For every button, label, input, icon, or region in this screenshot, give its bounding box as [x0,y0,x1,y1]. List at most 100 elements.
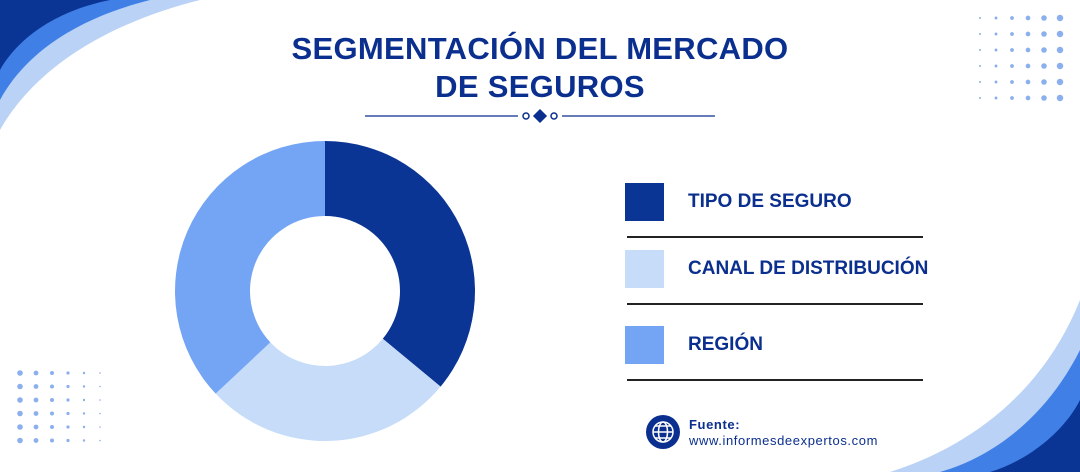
dot [979,81,981,83]
dot [1025,63,1031,69]
dot [1056,46,1064,54]
dot [1025,79,1031,85]
dot [82,371,86,375]
source: Fuente: www.informesdeexpertos.com [689,417,878,449]
dot [99,385,101,388]
donut-segment [175,141,325,394]
dot [979,17,981,19]
dot [50,371,54,375]
dot [99,439,101,442]
dot [994,64,998,68]
dot [1041,31,1047,37]
dot [82,439,86,442]
dot [1010,32,1014,36]
dot [1010,48,1014,52]
dot [33,438,39,443]
dot [1025,47,1031,53]
legend-rule [627,303,923,305]
dot [1041,47,1047,53]
dot [1010,96,1014,100]
corner-swoosh [0,0,110,70]
dot [50,425,54,429]
dot [1041,79,1047,85]
dot [99,426,101,428]
dot [33,424,39,430]
dot [66,384,70,389]
dot [979,49,981,51]
dot [66,398,70,402]
legend-text: TIPO DE SEGURO [688,191,852,212]
globe-icon [646,415,680,449]
dot [979,97,981,99]
dot [50,438,54,443]
dot [50,398,54,402]
dot [17,437,23,444]
dot [82,398,86,402]
dot [1010,64,1014,68]
dot [82,412,86,415]
dot [66,425,70,429]
dot [50,384,54,389]
ornament [522,108,558,124]
dot [979,65,981,67]
dot [1025,95,1031,101]
legend-text: CANAL DE DISTRIBUCIÓN [688,258,929,279]
legend-swatch [625,250,664,288]
dot [17,370,23,376]
dot [66,371,70,375]
dot [99,372,101,374]
donut-segment [325,141,475,387]
legend-item: CANAL DE DISTRIBUCIÓN [625,250,929,310]
dot [17,383,23,390]
title: SEGMENTACIÓN DEL MERCADO DE SEGUROS [291,31,789,104]
legend-swatch [625,326,664,364]
dot [1041,63,1047,69]
dot [17,424,23,430]
dot [1056,14,1064,22]
dot [1041,95,1047,101]
legend-rule [627,379,923,381]
legend-item: TIPO DE SEGURO [625,183,925,243]
dot [1010,16,1014,20]
dot [33,411,39,416]
dot [82,425,86,429]
dot [17,410,23,417]
dot-grid [17,14,1064,444]
dot [1041,15,1047,21]
dot [1025,15,1031,21]
dot [1056,78,1064,86]
dot [33,384,39,389]
dot [1056,94,1064,102]
dot [82,385,86,388]
dot [66,438,70,443]
dot [66,411,70,416]
dot [994,32,998,36]
legend-item: REGIÓN [625,326,925,386]
dot [33,370,39,376]
dot [994,16,998,20]
dot [994,80,998,84]
dot [1010,80,1014,84]
corner-swoosh [940,350,1080,472]
dot [17,397,23,403]
corner-swoosh [990,400,1080,472]
dot [1056,30,1064,38]
dot [1025,31,1031,37]
donut-segment [215,338,441,441]
dot [994,48,998,52]
dot [33,397,39,403]
dot [979,33,981,35]
dot [1056,62,1064,70]
legend-swatch [625,183,664,221]
dot [50,411,54,416]
dot [99,412,101,415]
source-url: www.informesdeexpertos.com [689,433,878,448]
dot [994,96,998,100]
legend-text: REGIÓN [688,334,763,355]
dot [99,399,101,401]
legend-rule [627,236,923,238]
source-label: Fuente: [689,417,741,432]
